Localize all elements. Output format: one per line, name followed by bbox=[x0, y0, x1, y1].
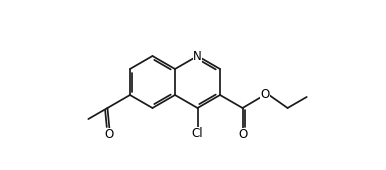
Text: O: O bbox=[238, 128, 247, 141]
Text: N: N bbox=[193, 49, 202, 63]
Text: O: O bbox=[261, 89, 270, 101]
Text: O: O bbox=[105, 128, 114, 141]
Text: Cl: Cl bbox=[192, 127, 203, 140]
